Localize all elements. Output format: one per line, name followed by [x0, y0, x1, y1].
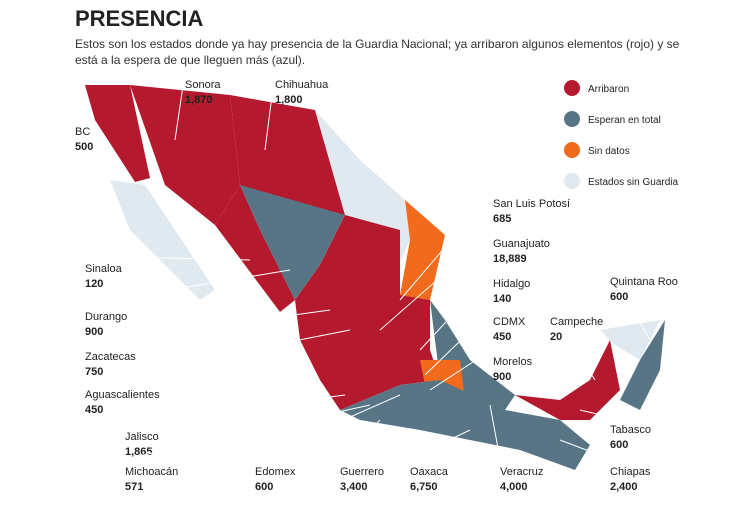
leader-line: [339, 419, 381, 463]
state-name: Guerrero: [340, 466, 384, 478]
state-value: 685: [493, 213, 511, 225]
state-value: 1,865: [125, 446, 153, 458]
state-value: 500: [75, 141, 93, 153]
state-name: Morelos: [493, 356, 533, 368]
state-value: 20: [550, 331, 562, 343]
leader-line: [424, 307, 494, 376]
state-name: CDMX: [493, 316, 526, 328]
subtitle-box: Estos son los estados donde ya hay prese…: [75, 37, 680, 67]
legend-swatch: [564, 80, 580, 96]
state-value: 450: [493, 331, 511, 343]
state-value: 4,000: [500, 481, 528, 493]
state-name: Chiapas: [610, 466, 651, 478]
leader-line: [84, 329, 351, 386]
leader-line: [409, 429, 471, 463]
state-name: Aguascalientes: [85, 389, 160, 401]
state-name: Zacatecas: [85, 351, 136, 363]
state-value: 18,889: [493, 253, 527, 265]
sonora: [130, 85, 240, 225]
title: PRESENCIA: [75, 6, 203, 31]
state-value: 450: [85, 404, 103, 416]
state-name: Edomex: [255, 466, 296, 478]
state-value: 6,750: [410, 481, 438, 493]
state-name: Veracruz: [500, 466, 543, 478]
coahuila: [315, 110, 405, 230]
state-value: 1,800: [275, 94, 303, 106]
leader-line: [429, 348, 494, 391]
nuevo-leon: [380, 190, 410, 262]
quintana-roo: [620, 320, 665, 410]
tabasco-campeche: [515, 340, 620, 420]
subtitle: Estos son los estados donde ya hay prese…: [75, 37, 680, 67]
state-value: 600: [255, 481, 273, 493]
south-states: [340, 380, 590, 470]
tamaulipas: [400, 200, 445, 300]
state-value: 140: [493, 293, 511, 305]
yucatan: [600, 320, 660, 360]
state-name: Jalisco: [125, 431, 159, 443]
state-name: Oaxaca: [410, 466, 449, 478]
leader-line: [399, 189, 494, 301]
leader-line: [84, 255, 251, 261]
leader-line: [174, 71, 186, 141]
leader-line: [379, 229, 494, 331]
state-name: Sonora: [185, 79, 221, 91]
state-name: Tabasco: [610, 424, 651, 436]
legend-swatch: [564, 142, 580, 158]
state-name: Chihuahua: [275, 79, 329, 91]
state-name: Sinaloa: [85, 263, 123, 275]
state-name: Hidalgo: [493, 278, 530, 290]
sinaloa: [215, 185, 295, 312]
legend-label: Sin datos: [588, 146, 630, 157]
legend-swatch: [564, 173, 580, 189]
state-name: Michoacán: [125, 466, 178, 478]
legend-label: Arribaron: [588, 84, 629, 95]
durango: [240, 185, 345, 300]
leader-line: [579, 409, 611, 421]
state-name: San Luis Potosí: [493, 198, 570, 210]
state-value: 3,400: [340, 481, 368, 493]
leader-line: [609, 267, 651, 341]
chihuahua: [230, 95, 345, 215]
state-name: BC: [75, 126, 90, 138]
central-states: [295, 215, 440, 410]
leader-line: [74, 117, 131, 176]
state-value: 900: [493, 371, 511, 383]
state-value: 2,400: [610, 481, 638, 493]
leader-line: [124, 404, 371, 463]
state-name: Quintana Roo: [610, 276, 678, 288]
map-shapes: [85, 85, 665, 470]
leader-line: [84, 269, 291, 308]
state-value: 600: [610, 439, 628, 451]
state-name: Campeche: [550, 316, 603, 328]
leader-line: [124, 394, 346, 428]
state-value: 120: [85, 278, 103, 290]
baja-sur: [110, 180, 215, 300]
legend-label: Esperan en total: [588, 115, 661, 126]
baja-california: [85, 85, 150, 182]
leader-line: [264, 71, 276, 151]
state-value: 750: [85, 366, 103, 378]
state-value: 600: [610, 291, 628, 303]
state-name: Guanajuato: [493, 238, 550, 250]
leader-line: [549, 307, 596, 381]
state-value: 571: [125, 481, 143, 493]
legend-label: Estados sin Guardia: [588, 177, 678, 188]
leader-line: [419, 269, 494, 351]
state-value: 900: [85, 326, 103, 338]
leader-line: [84, 309, 331, 348]
state-value: 1,870: [185, 94, 213, 106]
leader-line: [254, 394, 401, 463]
legend-swatch: [564, 111, 580, 127]
leader-line: [559, 439, 611, 463]
state-name: Durango: [85, 311, 127, 323]
leader-line: [489, 404, 501, 463]
